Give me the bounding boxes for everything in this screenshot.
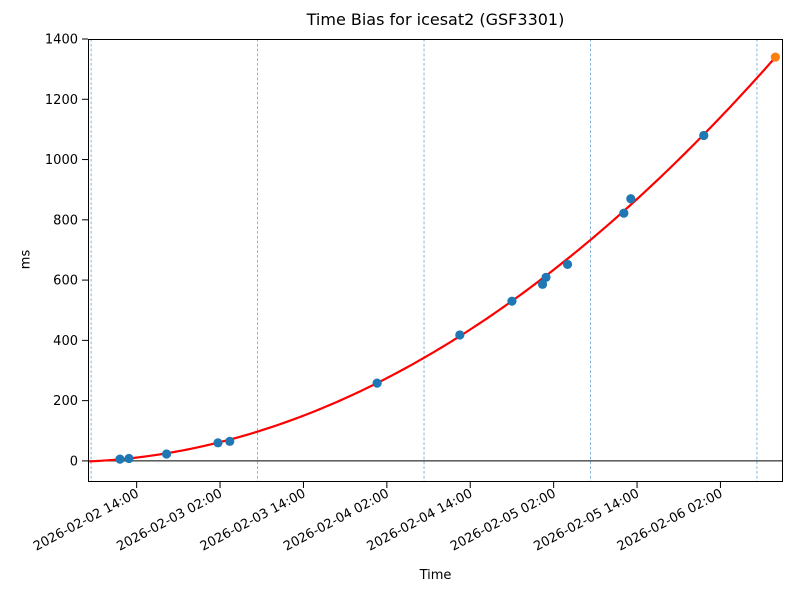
scatter-point-measured-bias [619, 208, 629, 218]
fit-curve [88, 57, 776, 463]
y-tick-label: 200 [53, 394, 78, 409]
scatter-point-measured-bias [541, 272, 551, 282]
y-tick-label: 0 [70, 454, 78, 469]
y-tick-label: 600 [53, 274, 78, 289]
scatter-point-measured-bias [626, 194, 636, 204]
y-tick-label: 800 [53, 213, 78, 228]
scatter-point-measured-bias [161, 449, 172, 459]
scatter-point-measured-bias [455, 330, 465, 340]
x-axis-label: Time [419, 568, 452, 583]
y-tick-label: 400 [53, 334, 78, 349]
scatter-point-measured-bias [124, 453, 134, 464]
chart-title: Time Bias for icesat2 (GSF3301) [306, 10, 565, 29]
scatter-point-measured-bias [213, 438, 223, 448]
scatter-point-measured-bias [372, 378, 382, 388]
scatter-point-measured-bias [115, 454, 125, 464]
scatter-point-measured-bias [562, 259, 573, 270]
y-tick-label: 1400 [45, 33, 78, 48]
scatter-point-measured-bias [699, 130, 709, 141]
plot-frame [88, 39, 783, 482]
y-tick-label: 1000 [45, 153, 78, 168]
scatter-point-extrapolated-bias [770, 52, 780, 62]
scatter-point-measured-bias [537, 279, 548, 289]
scatter-point-measured-bias [507, 296, 517, 306]
scatter-point-measured-bias [225, 436, 235, 446]
y-tick-label: 1200 [45, 93, 78, 108]
